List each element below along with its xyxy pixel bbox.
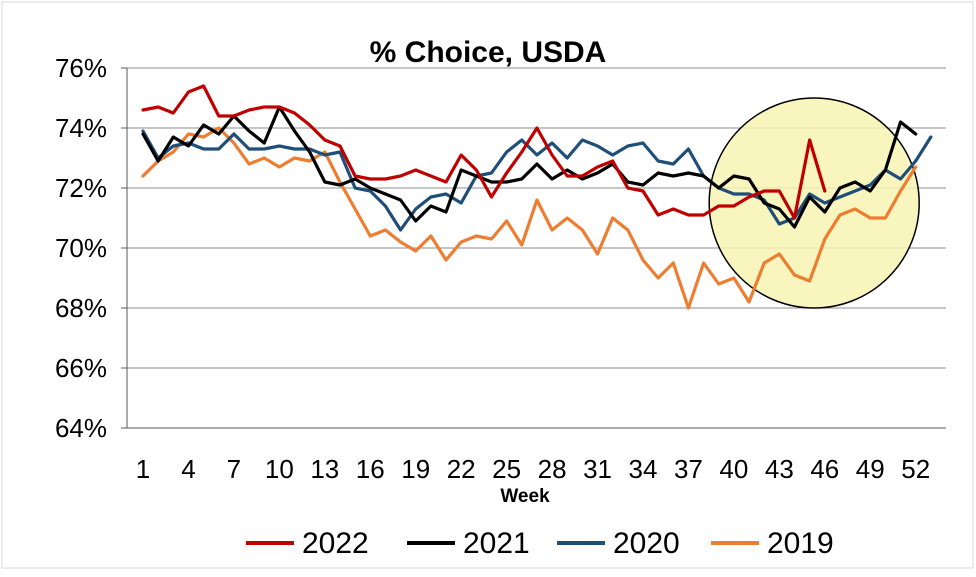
series-lines — [141, 84, 933, 310]
x-tick-label: 43 — [765, 454, 794, 484]
legend-label-2022: 2022 — [302, 527, 369, 560]
legend-label-2021: 2021 — [463, 527, 530, 560]
y-tick-label: 64% — [55, 413, 107, 443]
x-tick-label: 4 — [181, 454, 195, 484]
legend-label-2019: 2019 — [767, 527, 834, 560]
x-tick-label: 16 — [356, 454, 385, 484]
chart-title: % Choice, USDA — [370, 36, 607, 69]
x-tick-label: 13 — [310, 454, 339, 484]
legend: 2022 2021 2020 2019 — [246, 527, 834, 560]
x-tick-label: 31 — [583, 454, 612, 484]
series-line-2020 — [141, 129, 933, 232]
x-tick-label: 22 — [447, 454, 476, 484]
x-tick-label: 49 — [856, 454, 885, 484]
x-tick-label: 52 — [901, 454, 930, 484]
y-tick-label: 68% — [55, 293, 107, 323]
x-tick-labels: 1 4 7 10 13 16 19 22 25 28 31 34 37 40 43 46 49 52 — [136, 454, 930, 484]
x-tick-label: 40 — [719, 454, 748, 484]
x-tick-label: 7 — [227, 454, 241, 484]
y-tick-label: 70% — [55, 233, 107, 263]
y-tick-label: 66% — [55, 353, 107, 383]
series-line-2021 — [141, 105, 918, 229]
legend-label-2020: 2020 — [613, 527, 680, 560]
series-line-2022 — [141, 84, 827, 220]
x-axis-label: Week — [500, 486, 550, 507]
y-tick-label: 76% — [55, 53, 107, 83]
x-tick-label: 19 — [401, 454, 430, 484]
x-tick-label: 25 — [492, 454, 521, 484]
x-tick-label: 37 — [674, 454, 703, 484]
series-line-2019 — [141, 126, 918, 310]
axes — [126, 68, 946, 429]
x-tick-label: 1 — [136, 454, 150, 484]
y-tick-label: 72% — [55, 173, 107, 203]
x-tick-label: 28 — [538, 454, 567, 484]
y-tick-label: 74% — [55, 113, 107, 143]
x-tick-label: 46 — [810, 454, 839, 484]
y-tick-labels: 64% 66% 68% 70% 72% 74% 76% — [55, 53, 107, 443]
x-tick-label: 10 — [265, 454, 294, 484]
x-tick-label: 34 — [629, 454, 658, 484]
